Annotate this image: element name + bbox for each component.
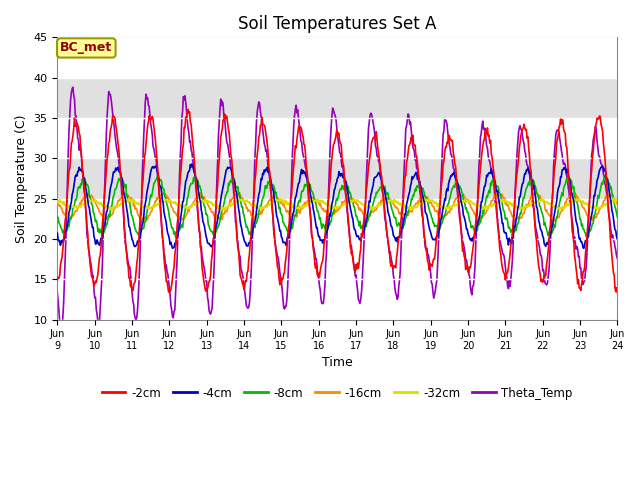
X-axis label: Time: Time: [322, 357, 353, 370]
Bar: [58, 158, 618, 199]
Y-axis label: Soil Temperature (C): Soil Temperature (C): [15, 114, 28, 243]
Title: Soil Temperatures Set A: Soil Temperatures Set A: [238, 15, 436, 33]
Text: BC_met: BC_met: [60, 41, 113, 54]
Bar: [58, 78, 618, 118]
Legend: -2cm, -4cm, -8cm, -16cm, -32cm, Theta_Temp: -2cm, -4cm, -8cm, -16cm, -32cm, Theta_Te…: [97, 382, 577, 404]
